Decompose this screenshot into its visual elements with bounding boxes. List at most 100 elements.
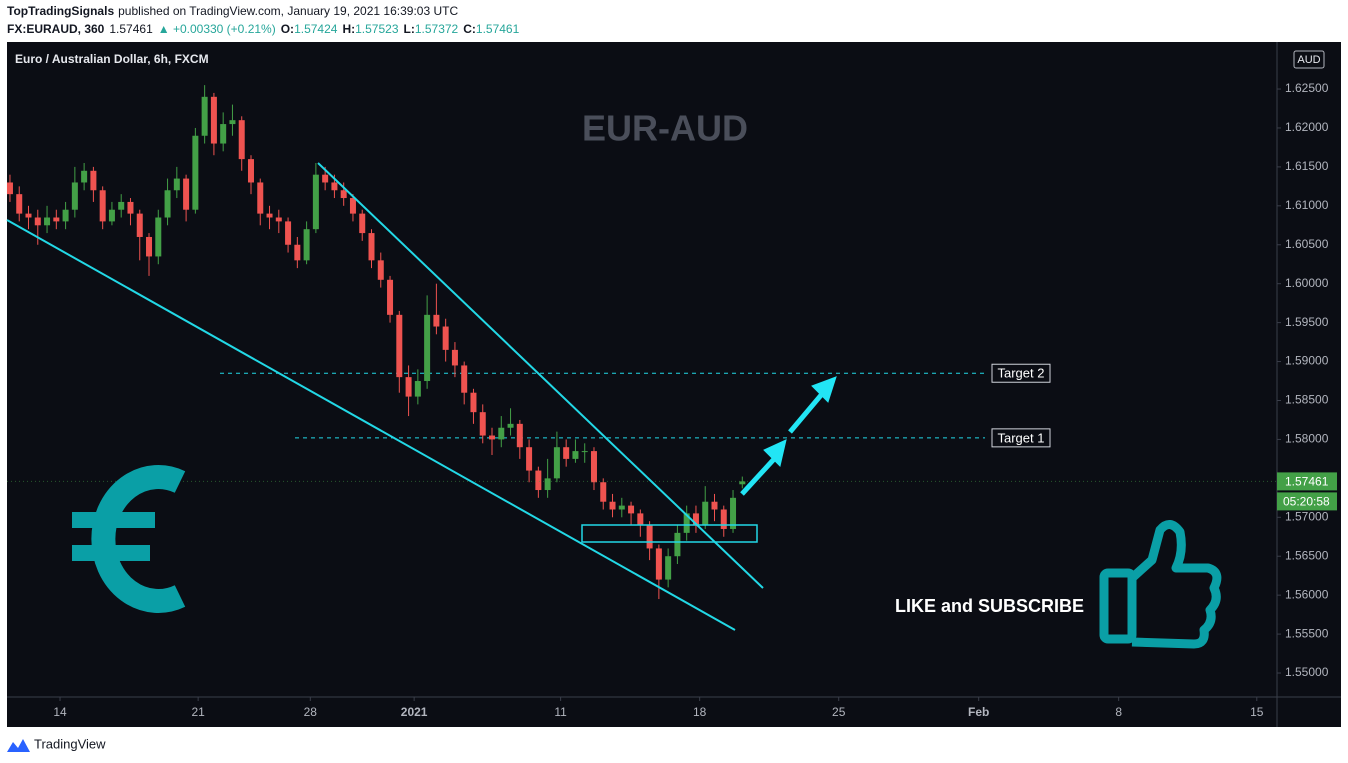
- y-tick-label: 1.60500: [1285, 237, 1329, 251]
- candle-body: [164, 190, 171, 218]
- candle-body: [720, 509, 727, 529]
- candle-body: [71, 182, 78, 210]
- y-tick-label: 1.58500: [1285, 393, 1329, 407]
- candle-body: [108, 209, 115, 222]
- candle-body: [526, 447, 533, 471]
- countdown-tag: [1277, 492, 1337, 511]
- x-tick-label: 15: [1250, 705, 1264, 719]
- y-tick-label: 1.57000: [1285, 509, 1329, 523]
- lower-trendline: [6, 219, 736, 631]
- legend-title: Euro / Australian Dollar, 6h, FXCM: [15, 52, 209, 66]
- candle-body: [563, 447, 570, 459]
- y-tick-label: 1.55500: [1285, 626, 1329, 640]
- y-tick-label: 1.56500: [1285, 548, 1329, 562]
- candle-body: [340, 190, 347, 199]
- thumb-cuff: [1099, 568, 1137, 644]
- candle-body: [349, 198, 356, 214]
- candle-body: [331, 182, 338, 191]
- candle-body: [6, 182, 13, 195]
- candle-body: [711, 501, 718, 510]
- logo-shape: [7, 739, 30, 752]
- call-to-action: LIKE and SUBSCRIBE: [895, 596, 1084, 616]
- candle-body: [34, 217, 41, 226]
- candle-body: [461, 365, 468, 393]
- quote-line: FX:EURAUD, 360 1.57461 ▲ +0.00330 (+0.21%)…: [7, 22, 520, 36]
- candle-body: [146, 236, 153, 257]
- candle-body: [553, 447, 560, 479]
- candle-body: [702, 501, 709, 526]
- x-tick-label: 25: [832, 705, 846, 719]
- y-tick-label: 1.61000: [1285, 198, 1329, 212]
- x-tick-label: 14: [53, 705, 67, 719]
- currency: AUD: [1297, 54, 1320, 66]
- candle-body: [220, 124, 227, 144]
- chart-background: [7, 42, 1341, 727]
- candle-body: [192, 135, 199, 210]
- upper-trendline: [317, 162, 764, 589]
- thumb-hand: [1128, 520, 1222, 649]
- change: ▲ +0.00330 (+0.21%): [158, 22, 276, 36]
- candle-body: [618, 505, 625, 510]
- y-tick-label: 1.55000: [1285, 665, 1329, 679]
- target-label: Target 2: [998, 366, 1045, 381]
- candle-body: [414, 381, 421, 397]
- candle-body: [507, 423, 514, 428]
- candle-body: [628, 505, 635, 514]
- y-tick-label: 1.61500: [1285, 159, 1329, 173]
- candle-body: [229, 120, 236, 125]
- candle-body: [646, 525, 653, 549]
- candle-body: [62, 209, 69, 222]
- candle-body: [257, 182, 264, 214]
- l-label: L:: [404, 22, 415, 36]
- candle-body: [692, 513, 699, 526]
- candle-body: [210, 96, 217, 144]
- candle-body: [90, 170, 97, 191]
- x-tick-label: 21: [191, 705, 205, 719]
- candle-body: [312, 174, 319, 230]
- arrow-2-head: [811, 376, 837, 403]
- c: 1.57461: [476, 22, 520, 36]
- last-price-label: 1.57461: [1285, 475, 1329, 489]
- candle-body: [99, 190, 106, 222]
- candle-body: [368, 233, 375, 261]
- euro-icon: [72, 465, 186, 613]
- arrow-1: [740, 456, 777, 496]
- candle-body: [25, 213, 32, 218]
- candle-body: [294, 244, 301, 261]
- support-box: [581, 524, 758, 543]
- candle-body: [590, 451, 597, 483]
- candle-body: [183, 178, 190, 210]
- footer-brand: TradingView: [34, 736, 106, 751]
- candle-body: [433, 314, 440, 327]
- x-tick-label: 28: [304, 705, 318, 719]
- x-tick-label: 2021: [401, 705, 428, 719]
- candle-body: [44, 217, 51, 226]
- target-label: Target 1: [998, 430, 1045, 445]
- x-tick-label: 11: [554, 705, 567, 719]
- candle-body: [451, 349, 458, 366]
- candle-body: [303, 229, 310, 261]
- candle-body: [498, 427, 505, 440]
- candle-body: [16, 194, 23, 214]
- x-tick-label: 18: [693, 705, 707, 719]
- symbol: FX:EURAUD, 360: [7, 22, 105, 36]
- candles: Target 2 Target 1 1.57461 05:20:58: [6, 85, 1337, 600]
- candle-body: [674, 532, 681, 557]
- x-tick-label: Feb: [968, 705, 989, 719]
- axes: 1.550001.555001.560001.565001.570001.575…: [53, 81, 1328, 719]
- candle-body: [470, 392, 477, 413]
- candle-body: [155, 217, 162, 257]
- candle-body: [127, 201, 134, 214]
- candle-body: [201, 96, 208, 136]
- candle-body: [683, 513, 690, 533]
- footer-logo: [7, 739, 30, 752]
- y-tick-label: 1.58000: [1285, 432, 1329, 446]
- candle-body: [322, 174, 329, 183]
- candle-body: [405, 377, 412, 397]
- o-label: O:: [281, 22, 294, 36]
- euro-arc: [91, 465, 186, 613]
- currency-box: [1293, 50, 1325, 69]
- candle-body: [489, 435, 496, 440]
- target-box: [991, 363, 1051, 383]
